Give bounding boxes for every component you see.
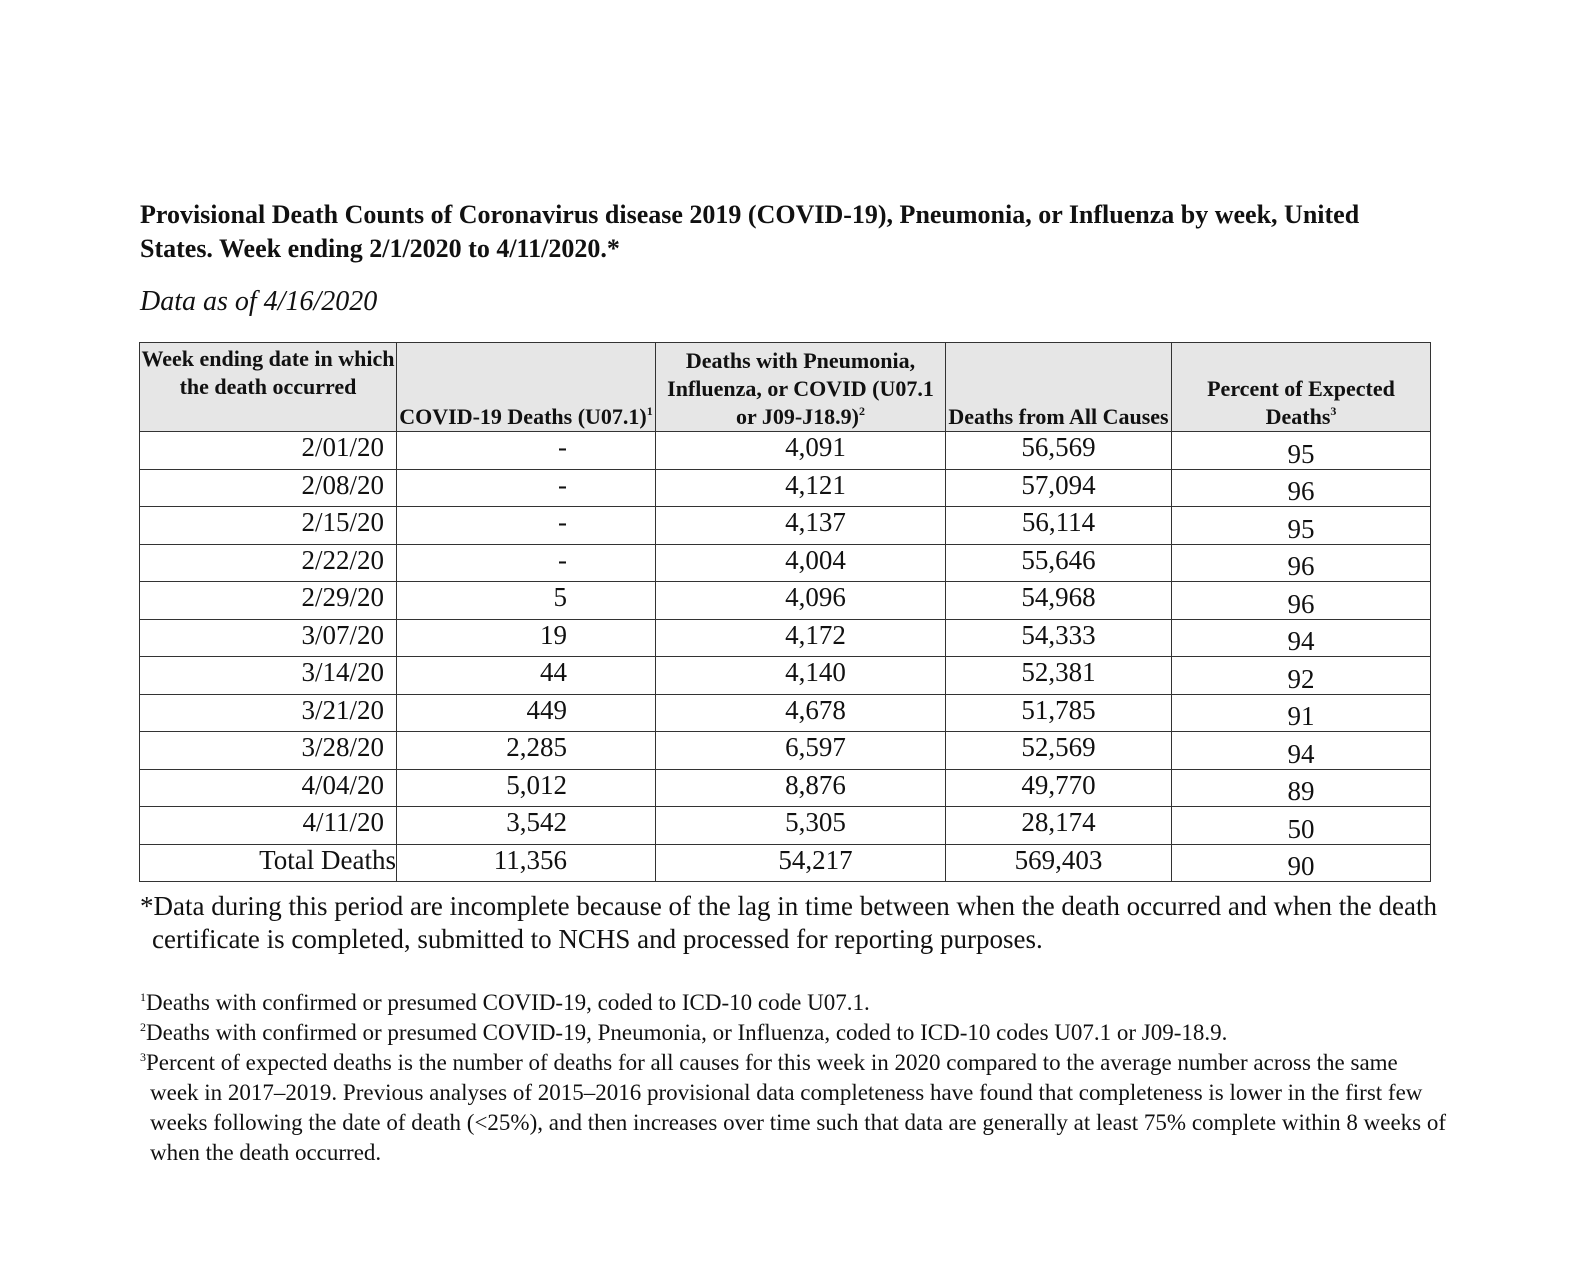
covid-deaths-cell: 44 <box>396 656 656 695</box>
covid-deaths-cell: 2,285 <box>396 731 656 770</box>
pneumonia-influenza-covid-cell: 6,597 <box>655 731 946 770</box>
week-ending-cell: 3/07/20 <box>139 618 397 657</box>
table-row: 3/21/20 449 4,678 51,785 91 <box>139 693 1431 732</box>
week-ending-cell: Total Deaths <box>139 843 397 882</box>
percent-expected-cell: 96 <box>1171 581 1431 620</box>
week-ending-cell: 2/29/20 <box>139 581 397 620</box>
covid-deaths-cell: 5 <box>396 581 656 620</box>
week-ending-cell: 2/08/20 <box>139 468 397 507</box>
all-causes-cell: 54,968 <box>945 581 1172 620</box>
table-row: 4/04/20 5,012 8,876 49,770 89 <box>139 768 1431 807</box>
table-row: 2/29/20 5 4,096 54,968 96 <box>139 581 1431 620</box>
header-week-ending: Week ending date in which the death occu… <box>139 342 397 432</box>
pneumonia-influenza-covid-cell: 4,140 <box>655 656 946 695</box>
all-causes-cell: 569,403 <box>945 843 1172 882</box>
pneumonia-influenza-covid-cell: 5,305 <box>655 806 946 845</box>
table-row: 2/08/20-4,121 57,094 96 <box>139 468 1431 507</box>
covid-deaths-cell: 5,012 <box>396 768 656 807</box>
document-title: Provisional Death Counts of Coronavirus … <box>140 200 1360 263</box>
covid-deaths-cell: - <box>396 506 656 545</box>
all-causes-cell: 49,770 <box>945 768 1172 807</box>
week-ending-cell: 3/28/20 <box>139 731 397 770</box>
header-all-causes: Deaths from All Causes <box>945 342 1172 432</box>
all-causes-cell: 54,333 <box>945 618 1172 657</box>
percent-expected-cell: 96 <box>1171 468 1431 507</box>
pneumonia-influenza-covid-cell: 4,096 <box>655 581 946 620</box>
pneumonia-influenza-covid-cell: 4,172 <box>655 618 946 657</box>
week-ending-cell: 4/04/20 <box>139 768 397 807</box>
all-causes-cell: 52,381 <box>945 656 1172 695</box>
covid-deaths-cell: 3,542 <box>396 806 656 845</box>
percent-expected-cell: 94 <box>1171 731 1431 770</box>
footnote-3: 3Percent of expected deaths is the numbe… <box>140 1050 1447 1165</box>
header-percent-expected: Percent of Expected Deaths3 <box>1171 342 1431 432</box>
all-causes-cell: 52,569 <box>945 731 1172 770</box>
covid-deaths-cell: 449 <box>396 693 656 732</box>
percent-expected-cell: 50 <box>1171 806 1431 845</box>
header-covid-deaths: COVID-19 Deaths (U07.1)1 <box>396 342 656 432</box>
week-ending-cell: 3/14/20 <box>139 656 397 695</box>
table-row: 3/14/20 44 4,140 52,381 92 <box>139 656 1431 695</box>
pneumonia-influenza-covid-cell: 4,121 <box>655 468 946 507</box>
total-row: Total Deaths 11,356 54,217 569,403 90 <box>139 843 1431 882</box>
table-row: 2/01/20-4,091 56,569 95 <box>139 431 1431 470</box>
all-causes-cell: 56,569 <box>945 431 1172 470</box>
death-counts-table: Week ending date in which the death occu… <box>139 342 1431 882</box>
week-ending-cell: 2/22/20 <box>139 543 397 582</box>
week-ending-cell: 3/21/20 <box>139 693 397 732</box>
covid-deaths-cell: - <box>396 468 656 507</box>
percent-expected-cell: 95 <box>1171 431 1431 470</box>
all-causes-cell: 57,094 <box>945 468 1172 507</box>
data-as-of-date: Data as of 4/16/2020 <box>140 286 378 317</box>
table-row: 2/22/20-4,004 55,646 96 <box>139 543 1431 582</box>
pneumonia-influenza-covid-cell: 8,876 <box>655 768 946 807</box>
week-ending-cell: 2/15/20 <box>139 506 397 545</box>
percent-expected-cell: 91 <box>1171 693 1431 732</box>
table-row: 3/07/20 19 4,172 54,333 94 <box>139 618 1431 657</box>
percent-expected-cell: 89 <box>1171 768 1431 807</box>
covid-deaths-cell: 11,356 <box>396 843 656 882</box>
percent-expected-cell: 90 <box>1171 843 1431 882</box>
table-row: 3/28/20 2,285 6,597 52,569 94 <box>139 731 1431 770</box>
pneumonia-influenza-covid-cell: 4,004 <box>655 543 946 582</box>
pneumonia-influenza-covid-cell: 4,137 <box>655 506 946 545</box>
week-ending-cell: 4/11/20 <box>139 806 397 845</box>
table-header-row: Week ending date in which the death occu… <box>139 342 1431 432</box>
pneumonia-influenza-covid-cell: 4,091 <box>655 431 946 470</box>
all-causes-cell: 56,114 <box>945 506 1172 545</box>
covid-deaths-cell: - <box>396 543 656 582</box>
header-pneumonia-influenza-covid: Deaths with Pneumonia, Influenza, or COV… <box>655 342 946 432</box>
percent-expected-cell: 96 <box>1171 543 1431 582</box>
covid-deaths-cell: 19 <box>396 618 656 657</box>
pneumonia-influenza-covid-cell: 4,678 <box>655 693 946 732</box>
percent-expected-cell: 94 <box>1171 618 1431 657</box>
covid-deaths-cell: - <box>396 431 656 470</box>
table-row: 2/15/20-4,137 56,114 95 <box>139 506 1431 545</box>
incomplete-data-note: *Data during this period are incomplete … <box>140 891 1438 954</box>
table-row: 4/11/20 3,542 5,305 28,174 50 <box>139 806 1431 845</box>
pneumonia-influenza-covid-cell: 54,217 <box>655 843 946 882</box>
percent-expected-cell: 95 <box>1171 506 1431 545</box>
all-causes-cell: 28,174 <box>945 806 1172 845</box>
footnote-1: 1Deaths with confirmed or presumed COVID… <box>140 990 870 1015</box>
footnote-2: 2Deaths with confirmed or presumed COVID… <box>140 1020 1228 1045</box>
week-ending-cell: 2/01/20 <box>139 431 397 470</box>
percent-expected-cell: 92 <box>1171 656 1431 695</box>
all-causes-cell: 55,646 <box>945 543 1172 582</box>
all-causes-cell: 51,785 <box>945 693 1172 732</box>
